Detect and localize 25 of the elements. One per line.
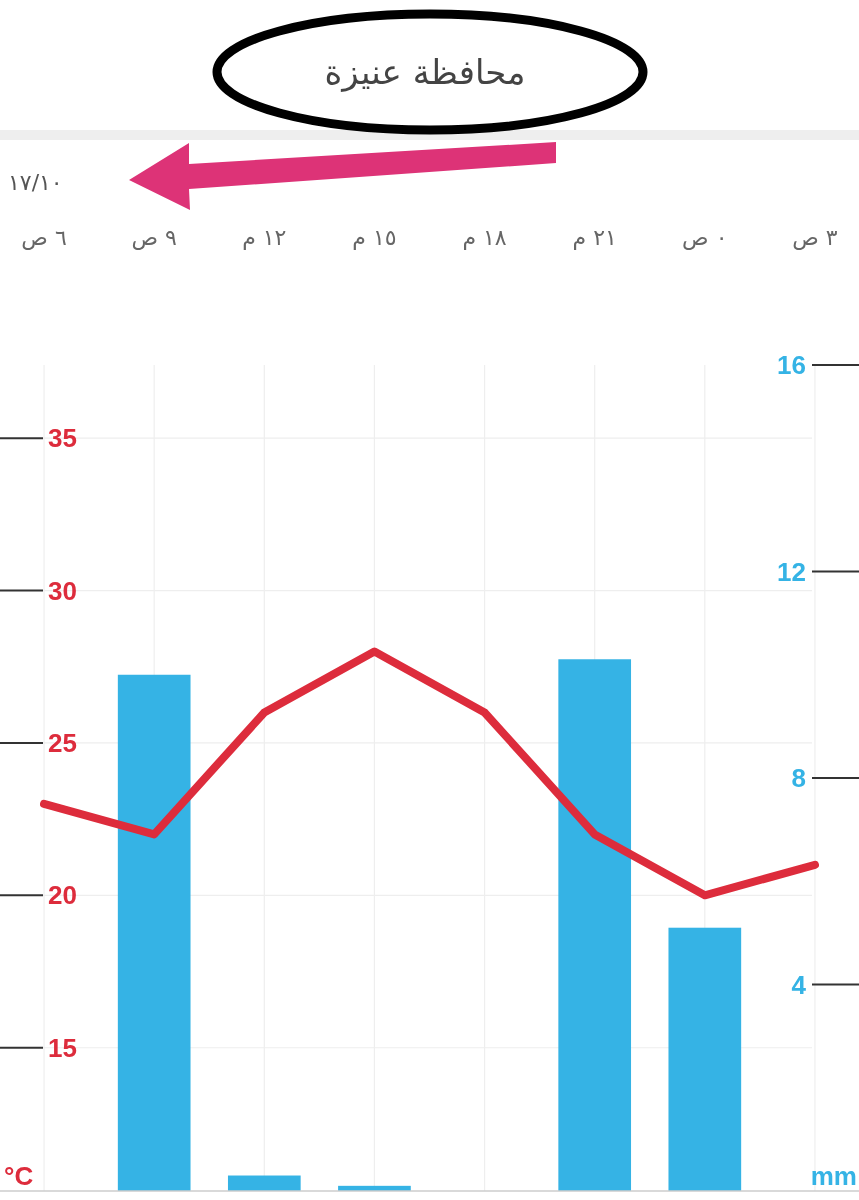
y-tick-label: 35: [48, 423, 77, 454]
bar: [558, 659, 632, 1191]
y2-tick-label: 12: [777, 556, 806, 587]
x-tick-label: ٦ ص: [21, 225, 67, 251]
y2-axis-title: mm: [810, 1161, 857, 1191]
chart-title: محافظة عنيزة: [324, 52, 526, 93]
y2-tick-label: 16: [777, 350, 806, 380]
x-tick-label: ٣ ص: [792, 225, 838, 251]
x-tick-label: ٠ ص: [682, 225, 728, 251]
x-tick-label: ٢١ م: [572, 225, 617, 250]
y-axis-title: °C: [4, 1161, 34, 1191]
y-tick-label: 15: [48, 1032, 77, 1063]
x-tick-label: ١٢ م: [242, 225, 287, 250]
y2-tick-label: 4: [791, 969, 807, 1000]
x-tick-label: ١٥ م: [352, 225, 397, 250]
bar: [668, 927, 742, 1191]
y2-tick-label: 8: [791, 763, 806, 793]
x-tick-label: ١٨ م: [462, 225, 507, 250]
x-tick-label: ٩ ص: [131, 225, 177, 251]
bar: [117, 674, 191, 1191]
y-tick-label: 20: [48, 880, 77, 911]
text: ١٧/١٠: [8, 170, 63, 195]
bar: [227, 1175, 301, 1191]
y-tick-label: 25: [48, 727, 77, 758]
y-tick-label: 30: [48, 575, 77, 606]
